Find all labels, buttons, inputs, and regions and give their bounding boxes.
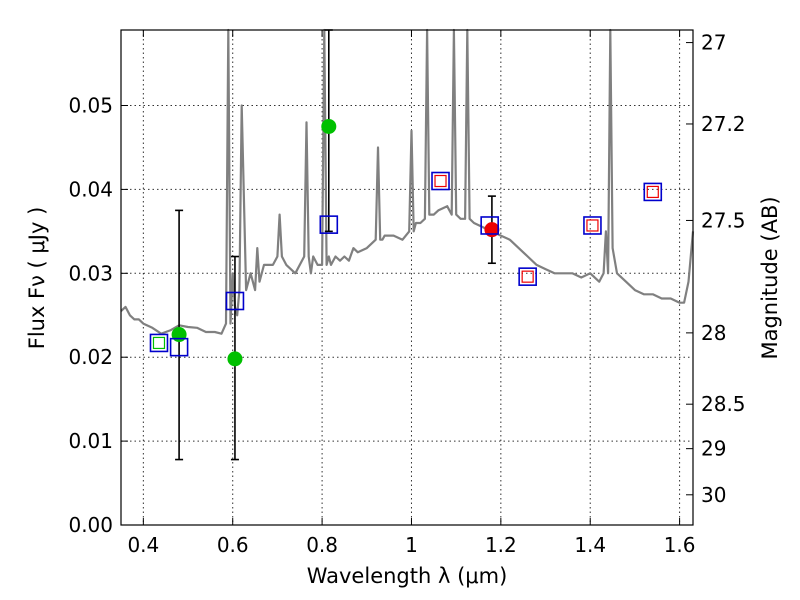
y-tick-label: 0.02: [68, 345, 113, 369]
model-square: [480, 216, 499, 235]
y2-tick-label: 28: [701, 321, 726, 345]
x-tick-label: 0.6: [217, 533, 249, 557]
y-tick-label: 0.04: [68, 177, 113, 201]
spectrum-line: [120, 28, 695, 335]
y2-axis-title: Magnitude (AB): [758, 196, 782, 359]
data-point: [321, 118, 337, 134]
model-square: [643, 182, 663, 202]
y2-tick-label: 27.2: [701, 112, 746, 136]
y2-tick-label: 30: [701, 483, 726, 507]
y-tick-label: 0.01: [68, 429, 113, 453]
y2-tick-label: 27.5: [701, 208, 746, 232]
x-axis-title: Wavelength λ (μm): [307, 564, 508, 588]
inner-square: [152, 336, 166, 350]
x-tick-label: 0.4: [127, 533, 159, 557]
model-spectrum: [120, 28, 695, 335]
data-point: [227, 351, 243, 367]
model-square: [225, 291, 245, 311]
model-square: [518, 267, 537, 286]
model-square: [149, 333, 169, 353]
y-tick-label: 0.00: [68, 513, 113, 537]
model-square: [583, 216, 602, 235]
y2-tick-label: 28.5: [701, 392, 746, 416]
x-tick-label: 1.6: [664, 533, 696, 557]
y-axis-title: Flux Fν ( μJy ): [25, 207, 49, 350]
model-square: [431, 171, 450, 191]
ticks: 0.4 0.6 0.8 1 1.2 1.4 1.6 0.00 0.01 0.02 0.03 0.04 0…: [68, 30, 746, 557]
plot-frame: [120, 29, 694, 526]
y-tick-label: 0.03: [68, 261, 113, 285]
x-tick-label: 1.2: [485, 533, 517, 557]
markers: [149, 118, 663, 367]
y2-tick-label: 27: [701, 31, 726, 55]
y-tick-label: 0.05: [68, 94, 113, 118]
inner-square: [521, 270, 534, 283]
error-bars: [175, 29, 496, 461]
data-point: [484, 222, 500, 238]
x-tick-label: 1.4: [574, 533, 606, 557]
model-square: [169, 337, 189, 357]
data-point: [171, 327, 187, 343]
y2-tick-label: 29: [701, 437, 726, 461]
x-tick-label: 1: [405, 533, 418, 557]
inner-square: [586, 219, 599, 232]
model-square: [319, 215, 339, 234]
grid: [121, 30, 693, 525]
inner-square: [646, 185, 659, 199]
inner-square: [434, 174, 447, 188]
x-tick-label: 0.8: [306, 533, 338, 557]
